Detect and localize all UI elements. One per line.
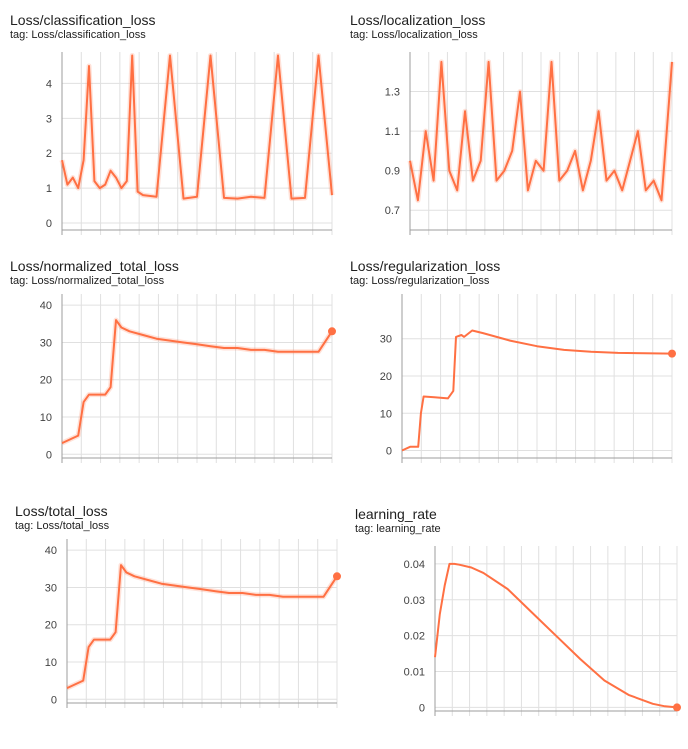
chart-panel-classification-loss: Loss/classification_loss tag: Loss/class…: [10, 12, 340, 242]
chart-tag: tag: Loss/classification_loss: [10, 29, 146, 41]
chart-title: Loss/regularization_loss: [350, 258, 501, 274]
chart-tag: tag: Loss/normalized_total_loss: [10, 275, 165, 287]
chart-title: Loss/classification_loss: [10, 12, 156, 28]
chart-title: Loss/normalized_total_loss: [10, 258, 179, 274]
y-tick-label: 0: [386, 446, 392, 458]
y-tick-label: 0.02: [404, 631, 425, 643]
chart-panel-total-loss: Loss/total_loss tag: Loss/total_loss 0 10…: [15, 503, 345, 728]
series-end-marker: [668, 349, 676, 358]
y-tick-label: 0.03: [404, 595, 425, 607]
chart-tag: tag: Loss/regularization_loss: [350, 275, 490, 287]
y-tick-label: 2: [46, 148, 52, 160]
chart-panel-normalized-total-loss: Loss/normalized_total_loss tag: Loss/nor…: [10, 258, 340, 478]
y-tick-label: 30: [40, 337, 52, 349]
chart-svg: 0 10 20 30 40: [40, 294, 336, 463]
chart-panel-learning-rate: learning_rate tag: learning_rate 0 0.01 0.…: [355, 506, 685, 731]
series-line: [61, 54, 333, 200]
y-tick-label: 4: [46, 78, 52, 90]
chart-panel-localization-loss: Loss/localization_loss tag: Loss/localiz…: [350, 12, 680, 242]
chart-svg: 0 1 2 3 4: [46, 52, 335, 235]
y-tick-label: 0: [51, 694, 57, 706]
y-tick-label: 0: [46, 218, 52, 230]
chart-svg: 0 0.01 0.02 0.03 0.04: [404, 546, 681, 716]
y-tick-label: 10: [45, 657, 57, 669]
y-tick-label: 30: [45, 582, 57, 594]
y-tick-label: 40: [45, 545, 57, 557]
series-line: [409, 60, 673, 202]
y-tick-label: 20: [45, 620, 57, 632]
y-tick-label: 0.9: [385, 166, 400, 178]
series-line: [61, 319, 333, 445]
y-tick-label: 0.01: [404, 667, 425, 679]
y-tick-label: 40: [40, 300, 52, 312]
chart-tag: tag: Loss/localization_loss: [350, 29, 478, 41]
chart-title: Loss/localization_loss: [350, 12, 486, 28]
series-end-marker: [333, 572, 341, 581]
y-tick-label: 0: [46, 449, 52, 461]
y-tick-label: 0: [419, 702, 425, 714]
chart-svg: 0.7 0.9 1.1 1.3: [385, 52, 675, 235]
y-tick-label: 3: [46, 113, 52, 125]
y-tick-label: 1: [46, 183, 52, 195]
y-tick-label: 10: [380, 408, 392, 420]
chart-title: Loss/total_loss: [15, 503, 108, 519]
y-tick-label: 1.3: [385, 87, 400, 99]
y-tick-label: 0.7: [385, 205, 400, 217]
series-line: [401, 329, 673, 452]
series-end-marker: [673, 703, 681, 712]
series-line: [66, 564, 338, 690]
chart-tag: tag: Loss/total_loss: [15, 520, 110, 532]
series-end-marker: [328, 327, 336, 336]
chart-tag: tag: learning_rate: [355, 523, 441, 535]
chart-title: learning_rate: [355, 506, 437, 522]
y-tick-label: 1.1: [385, 126, 400, 138]
y-tick-label: 30: [380, 334, 392, 346]
chart-panel-regularization-loss: Loss/regularization_loss tag: Loss/regul…: [350, 258, 680, 478]
series-line: [434, 562, 678, 709]
y-tick-label: 0.04: [404, 559, 425, 571]
chart-svg: 0 10 20 30: [380, 294, 676, 463]
y-tick-label: 10: [40, 412, 52, 424]
y-tick-label: 20: [380, 371, 392, 383]
chart-svg: 0 10 20 30 40: [45, 539, 341, 708]
y-tick-label: 20: [40, 375, 52, 387]
